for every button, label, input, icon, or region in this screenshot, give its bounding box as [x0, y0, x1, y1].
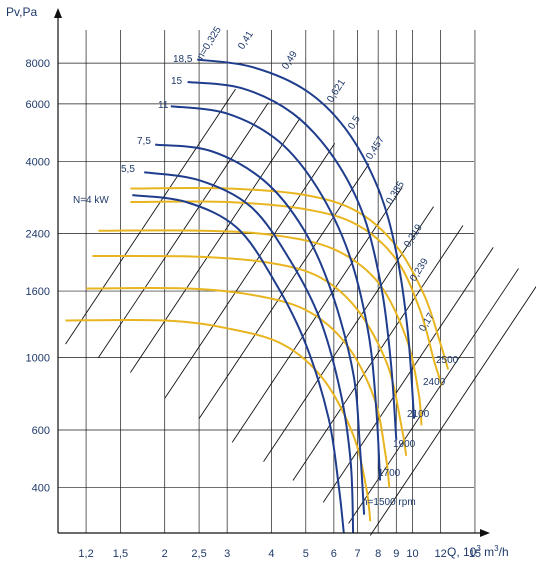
x-tick-label: 1,2 — [78, 548, 93, 560]
x-tick-label: 2,5 — [191, 548, 206, 560]
speed-label: 2400 — [423, 377, 446, 388]
efficiency-label: 0,5 — [346, 114, 363, 132]
efficiency-lines — [65, 88, 536, 536]
efficiency-label: 0,41 — [236, 29, 256, 52]
efficiency-label: 0,49 — [280, 49, 300, 72]
efficiency-line — [348, 268, 519, 524]
x-tick-label: 2 — [162, 548, 168, 560]
power-label: 18,5 — [173, 54, 193, 65]
x-tick-label: 6 — [331, 548, 337, 560]
power-label: 5,5 — [121, 164, 135, 175]
x-tick-label: 3 — [224, 548, 230, 560]
y-tick-label: 600 — [32, 425, 50, 437]
speed-label: 1700 — [378, 468, 401, 479]
efficiency-line — [164, 143, 336, 399]
x-tick-label: 5 — [303, 548, 309, 560]
efficiency-line — [263, 206, 434, 462]
axes: 1,2 1,5 2 2,5 3 4 5 6 7 8 9 10 12 15 400 600 1000 1600 240… — [6, 5, 509, 560]
efficiency-line — [198, 163, 370, 419]
efficiency-label: 0,457 — [364, 134, 387, 161]
efficiency-line — [129, 117, 301, 373]
power-label: 7,5 — [137, 136, 151, 147]
speed-curve-2 — [98, 229, 423, 426]
y-tick-label: 1000 — [26, 353, 50, 365]
speed-label: 2500 — [436, 355, 459, 366]
y-tick-label: 6000 — [26, 99, 50, 111]
speed-label: n=1500 rpm — [362, 497, 416, 508]
speed-label: 2100 — [407, 409, 430, 420]
efficiency-label: 0,621 — [325, 77, 348, 104]
power-curve-2 — [170, 105, 382, 481]
y-axis-label: Pv,Pa — [6, 5, 37, 19]
efficiency-label: 0,319 — [402, 222, 425, 249]
speed-curve-1 — [130, 200, 443, 387]
power-curve-1 — [187, 81, 398, 440]
x-tick-label: 4 — [268, 548, 274, 560]
y-tick-label: 8000 — [26, 58, 50, 70]
speed-curve-4 — [86, 287, 391, 488]
y-tick-label: 400 — [32, 482, 50, 494]
grid — [58, 30, 476, 533]
x-tick-label: 12 — [434, 548, 446, 560]
power-label: 15 — [171, 76, 183, 87]
x-tick-label: 7 — [355, 548, 361, 560]
x-tick-label: 9 — [393, 548, 399, 560]
power-curves — [132, 58, 416, 534]
efficiency-label: n=0,325 — [195, 24, 224, 61]
speed-curves — [65, 187, 450, 522]
x-axis-label: Q, 103 m3/h — [447, 544, 509, 559]
efficiency-line — [65, 88, 236, 345]
speed-curve-5 — [65, 318, 372, 522]
speed-curve-0 — [130, 187, 450, 370]
efficiency-line — [292, 225, 464, 481]
efficiency-label: 0,385 — [384, 179, 407, 206]
speed-curve-3 — [92, 254, 408, 456]
efficiency-line — [322, 247, 494, 503]
y-tick-label: 2400 — [26, 229, 50, 241]
y-tick-label: 1600 — [26, 286, 50, 298]
efficiency-line — [369, 286, 536, 536]
y-tick-label: 4000 — [26, 156, 50, 168]
power-curve-0 — [197, 58, 416, 419]
power-label: 11 — [158, 100, 169, 111]
y-axis-arrow — [54, 8, 62, 18]
x-tick-label: 1,5 — [113, 548, 128, 560]
x-tick-label: 8 — [375, 548, 381, 560]
speed-label: 1900 — [393, 439, 416, 450]
power-curve-5 — [132, 194, 345, 534]
x-axis-arrow — [480, 529, 490, 537]
power-label: N=4 kW — [73, 195, 109, 206]
power-curve-3 — [155, 143, 366, 515]
x-tick-label: 10 — [406, 548, 418, 560]
power-curve-4 — [144, 171, 355, 534]
x-tick-label: 15 — [469, 548, 481, 560]
